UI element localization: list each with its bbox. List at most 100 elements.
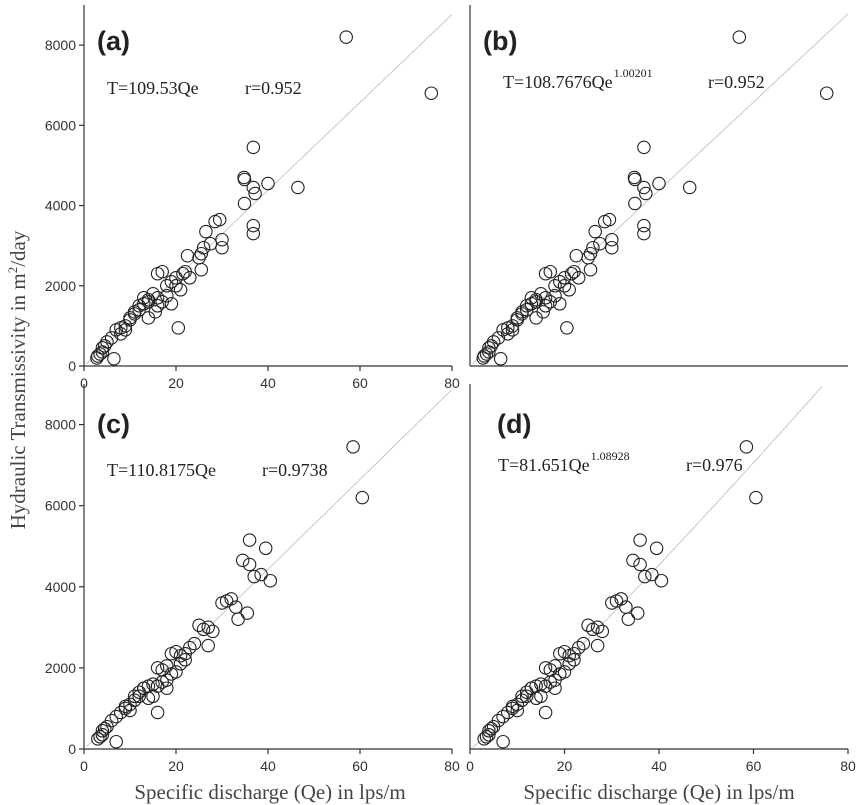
y-axis-label: Hydraulic Transmissivity in m2/day xyxy=(5,230,30,529)
data-point xyxy=(91,732,105,746)
data-point xyxy=(548,289,562,303)
data-point xyxy=(187,636,202,651)
y-tick-label: 4000 xyxy=(45,579,76,595)
y-tick-label: 0 xyxy=(68,358,76,374)
data-point xyxy=(564,266,579,281)
data-point xyxy=(590,638,605,653)
x-tick-label: 20 xyxy=(168,375,184,391)
panel-label: (b) xyxy=(483,26,517,56)
data-point xyxy=(519,685,534,699)
data-point xyxy=(183,271,197,285)
data-point xyxy=(164,297,179,311)
data-point xyxy=(95,728,110,742)
data-point xyxy=(614,592,628,606)
data-point xyxy=(538,705,553,720)
data-point xyxy=(529,311,543,325)
data-point xyxy=(199,224,213,239)
data-point xyxy=(819,86,834,100)
data-point xyxy=(114,327,128,341)
data-point xyxy=(178,653,192,667)
data-point xyxy=(553,275,567,289)
data-point xyxy=(749,490,763,505)
data-point xyxy=(150,291,165,305)
data-point xyxy=(732,30,747,44)
data-point xyxy=(242,557,257,572)
fit-line xyxy=(472,386,823,748)
data-point xyxy=(109,734,123,749)
data-point xyxy=(637,226,651,241)
x-tick-label: 40 xyxy=(260,758,276,774)
data-point xyxy=(645,567,659,582)
y-tick-label: 4000 xyxy=(45,198,76,214)
data-point xyxy=(484,339,499,353)
data-point xyxy=(169,665,183,679)
data-point xyxy=(132,685,146,699)
data-point xyxy=(482,728,496,742)
equation-label: T=109.53Qe xyxy=(107,78,199,98)
x-axis-label-left: Specific discharge (Qe) in lps/m xyxy=(134,780,405,804)
data-point xyxy=(477,349,491,363)
data-point xyxy=(493,352,508,366)
correlation-label: r=0.976 xyxy=(686,455,743,475)
data-point xyxy=(621,612,636,626)
panel-label: (a) xyxy=(97,26,130,56)
data-point xyxy=(339,30,353,44)
y-tick-label: 2000 xyxy=(45,660,76,676)
data-point xyxy=(229,600,243,614)
data-point xyxy=(588,224,602,239)
x-tick-label: 80 xyxy=(840,758,856,774)
x-tick-label: 40 xyxy=(651,758,667,774)
data-point xyxy=(224,592,238,606)
data-point xyxy=(246,218,261,233)
data-point xyxy=(176,266,190,281)
data-point xyxy=(476,351,490,365)
data-point xyxy=(637,218,651,233)
data-point xyxy=(215,240,229,255)
data-point xyxy=(201,638,215,653)
x-tick-label: 80 xyxy=(444,758,460,774)
data-point xyxy=(583,262,598,277)
data-point xyxy=(90,351,104,365)
data-point xyxy=(291,180,305,195)
data-point xyxy=(355,490,370,505)
data-point xyxy=(515,305,529,319)
data-point xyxy=(242,533,257,547)
data-point xyxy=(118,323,133,337)
data-point xyxy=(215,596,229,610)
y-tick-label: 6000 xyxy=(45,117,76,133)
data-point xyxy=(538,661,553,675)
data-point xyxy=(194,246,209,261)
data-point xyxy=(576,636,591,651)
data-point xyxy=(605,232,619,247)
data-point xyxy=(141,311,156,325)
x-tick-label: 60 xyxy=(746,758,762,774)
data-point xyxy=(160,289,174,303)
data-point xyxy=(637,180,651,195)
y-tick-label: 8000 xyxy=(45,37,76,53)
data-point xyxy=(93,730,107,744)
data-point xyxy=(192,250,206,265)
data-point xyxy=(246,180,261,195)
data-point xyxy=(178,646,192,661)
x-tick-label: 60 xyxy=(352,375,368,391)
data-point xyxy=(235,553,250,568)
data-point xyxy=(104,331,119,345)
data-point xyxy=(215,232,229,247)
data-point xyxy=(557,271,572,285)
data-point xyxy=(602,212,617,227)
data-point xyxy=(501,705,515,720)
data-point xyxy=(155,264,169,279)
data-point xyxy=(581,618,595,633)
equation-label: T=108.7676Qe xyxy=(503,72,613,92)
data-point xyxy=(633,533,647,547)
x-tick-label: 0 xyxy=(80,758,88,774)
data-point xyxy=(567,653,581,667)
y-tick-label: 2000 xyxy=(45,278,76,294)
data-point xyxy=(633,557,647,572)
data-point xyxy=(562,283,576,297)
data-point xyxy=(649,541,664,556)
data-point xyxy=(150,299,165,313)
data-point xyxy=(571,271,586,285)
y-tick-label: 0 xyxy=(68,741,76,757)
correlation-label: r=0.952 xyxy=(708,72,765,92)
